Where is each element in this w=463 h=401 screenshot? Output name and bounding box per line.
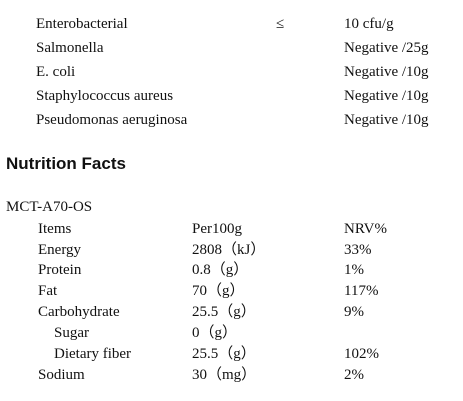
micro-operator: ≤ (276, 16, 285, 32)
micro-value: Negative /10g (344, 88, 429, 104)
nutrient-name: Dietary fiber (54, 346, 132, 362)
nutrient-nrv: 33% (344, 242, 372, 258)
micro-value: Negative /25g (344, 40, 429, 56)
nutrient-name: Carbohydrate (38, 304, 120, 320)
column-header-per100g: Per100g (192, 221, 242, 237)
table-row: Sugar 0（g） (0, 324, 463, 344)
nutrient-amount: 25.5（g） (192, 304, 256, 320)
nutrient-nrv: 117% (344, 283, 379, 299)
micro-value: 10 cfu/g (344, 16, 394, 32)
product-code: MCT-A70-OS (6, 199, 93, 215)
table-row: Fat 70（g） 117% (0, 282, 463, 302)
nutrient-amount: 30（mg） (192, 367, 257, 383)
nutrient-name: Protein (38, 262, 82, 278)
nutrient-nrv: 1% (344, 262, 364, 278)
nutrient-nrv: 9% (344, 304, 364, 320)
nutrient-amount: 70（g） (192, 283, 245, 299)
nutrient-amount: 25.5（g） (192, 346, 256, 362)
micro-name: E. coli (36, 64, 76, 80)
section-heading: Nutrition Facts (6, 154, 126, 173)
table-row: Sodium 30（mg） 2% (0, 366, 463, 386)
micro-row: Pseudomonas aeruginosa Negative /10g (0, 111, 463, 133)
column-header-nrv: NRV% (344, 221, 387, 237)
micro-value: Negative /10g (344, 64, 429, 80)
table-header-row: Items Per100g NRV% (0, 220, 463, 240)
micro-row: Salmonella Negative /25g (0, 39, 463, 61)
nutrient-nrv: 102% (344, 346, 379, 362)
nutrient-amount: 0.8（g） (192, 262, 249, 278)
micro-name: Staphylococcus aureus (36, 88, 174, 104)
micro-row: Enterobacterial ≤ 10 cfu/g (0, 15, 463, 37)
micro-value: Negative /10g (344, 112, 429, 128)
column-header-items: Items (38, 221, 72, 237)
nutrient-name: Sodium (38, 367, 85, 383)
nutrient-name: Fat (38, 283, 58, 299)
table-row: Energy 2808（kJ） 33% (0, 241, 463, 261)
micro-name: Salmonella (36, 40, 104, 56)
nutrient-name: Energy (38, 242, 82, 258)
nutrient-nrv: 2% (344, 367, 364, 383)
micro-row: E. coli Negative /10g (0, 63, 463, 85)
nutrient-amount: 0（g） (192, 325, 238, 341)
nutrient-name: Sugar (54, 325, 89, 341)
micro-row: Staphylococcus aureus Negative /10g (0, 87, 463, 109)
micro-name: Pseudomonas aeruginosa (36, 112, 188, 128)
table-row: Protein 0.8（g） 1% (0, 261, 463, 281)
table-row: Carbohydrate 25.5（g） 9% (0, 303, 463, 323)
table-row: Dietary fiber 25.5（g） 102% (0, 345, 463, 365)
micro-name: Enterobacterial (36, 16, 128, 32)
nutrient-amount: 2808（kJ） (192, 242, 266, 258)
